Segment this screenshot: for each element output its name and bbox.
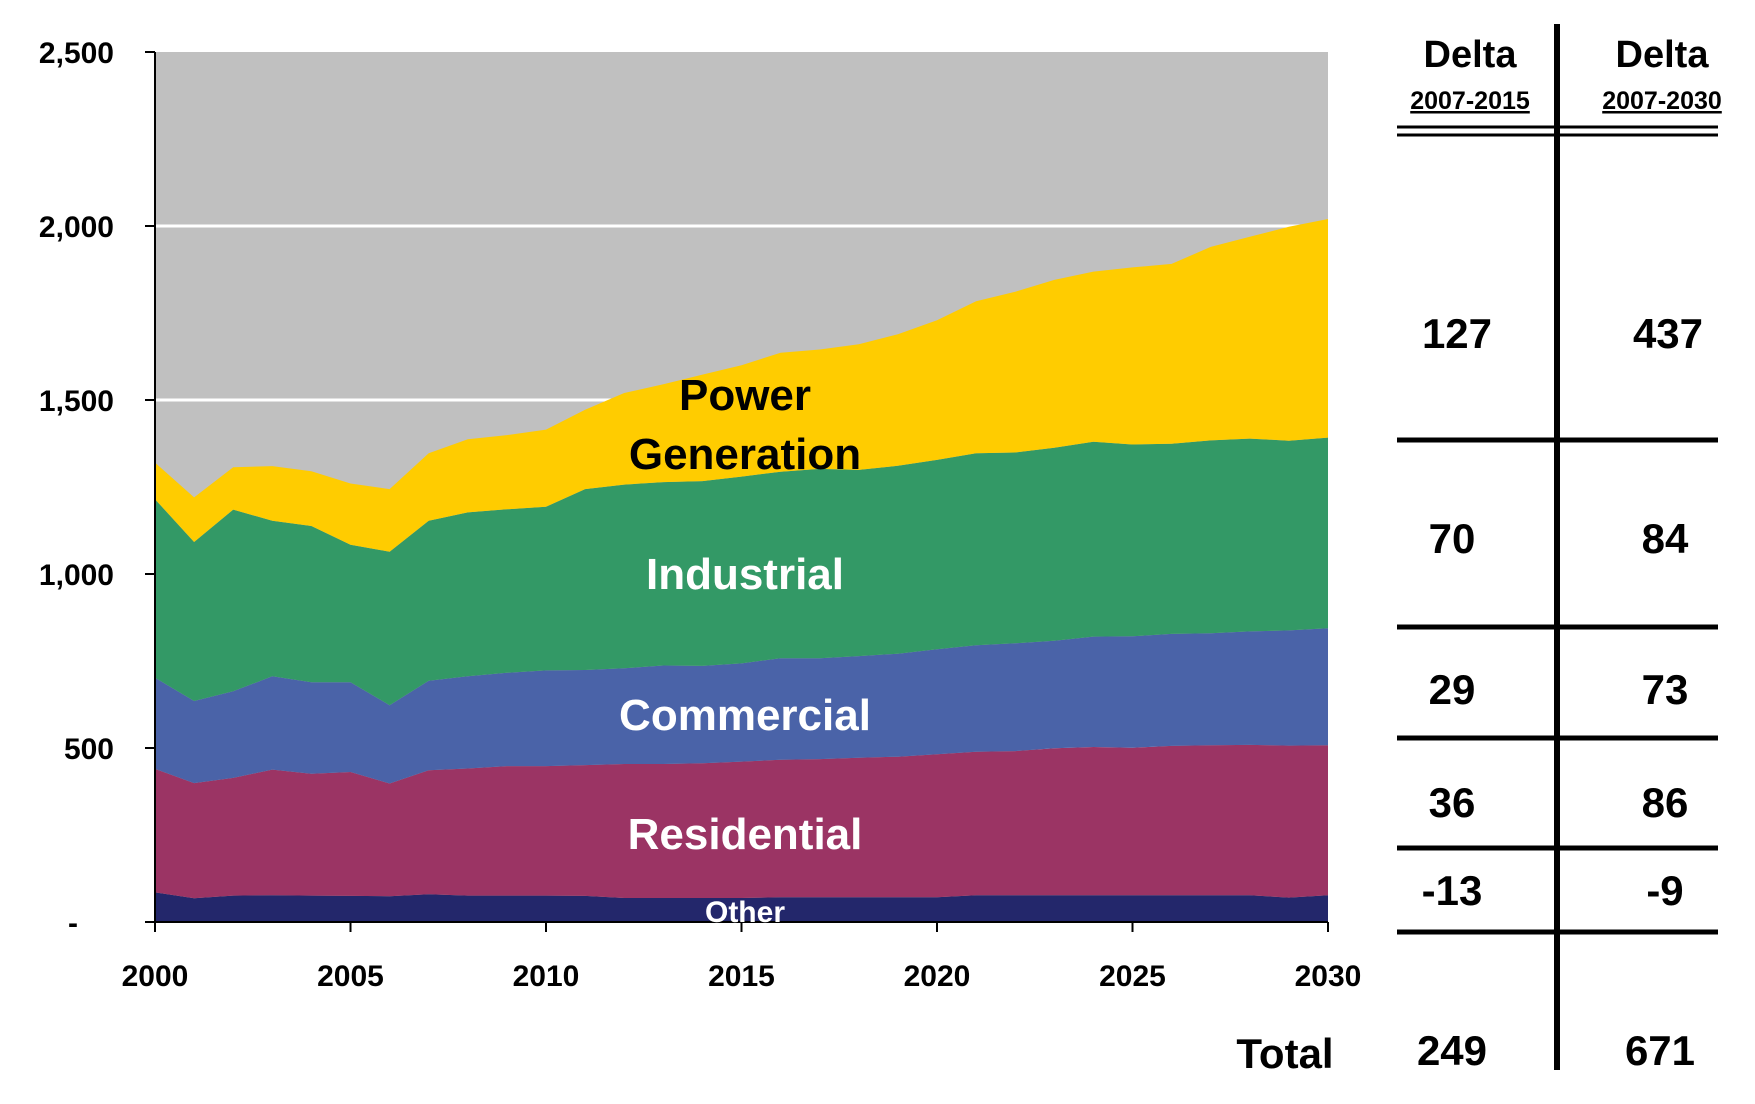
area-label-residential: Residential (628, 810, 863, 859)
delta-header-2-range: 2007-2030 (1602, 87, 1722, 115)
stacked-areas (155, 219, 1328, 922)
total-2015: 249 (1417, 1027, 1487, 1074)
delta-power-generation-2015: 127 (1422, 310, 1492, 357)
area-other (155, 892, 1328, 922)
area-residential (155, 744, 1328, 899)
y-tick-label: 1,500 (39, 385, 114, 418)
area-label-other: Other (705, 896, 785, 929)
x-tick-label: 2020 (904, 960, 971, 993)
delta-residential-2030: 86 (1642, 779, 1689, 826)
total-2030: 671 (1625, 1027, 1695, 1074)
y-tick-label: 1,000 (39, 559, 114, 592)
area-label-power-generation-line2: Generation (629, 430, 861, 479)
x-tick-label: 2010 (513, 960, 580, 993)
area-power-generation (155, 219, 1328, 552)
delta-header-2-title: Delta (1616, 34, 1710, 76)
delta-commercial-2030: 73 (1642, 666, 1689, 713)
y-tick-label: 500 (64, 733, 114, 766)
area-label-industrial: Industrial (646, 550, 844, 599)
x-tick-label: 2030 (1295, 960, 1362, 993)
y-axis-ticks: - 500 1,000 1,500 2,000 2,500 (39, 37, 155, 940)
area-commercial (155, 628, 1328, 784)
delta-table: Delta 2007-2015 Delta 2007-2030 127 437 … (1236, 24, 1722, 1077)
y-tick-label: 2,000 (39, 211, 114, 244)
delta-other-2015: -13 (1422, 867, 1483, 914)
delta-residential-2015: 36 (1429, 779, 1476, 826)
delta-commercial-2015: 29 (1429, 666, 1476, 713)
area-label-power-generation-line1: Power (679, 371, 811, 420)
area-industrial (155, 437, 1328, 706)
y-tick-label: 2,500 (39, 37, 114, 70)
x-tick-label: 2015 (708, 960, 775, 993)
delta-header-1-range: 2007-2015 (1410, 87, 1530, 115)
delta-other-2030: -9 (1646, 867, 1683, 914)
x-tick-label: 2005 (317, 960, 384, 993)
area-label-commercial: Commercial (619, 691, 871, 740)
x-tick-label: 2025 (1099, 960, 1166, 993)
x-axis-ticks: 2000 2005 2010 2015 2020 2025 2030 (122, 922, 1362, 993)
total-label: Total (1236, 1030, 1333, 1077)
delta-industrial-2015: 70 (1429, 515, 1476, 562)
delta-industrial-2030: 84 (1642, 515, 1689, 562)
delta-power-generation-2030: 437 (1633, 310, 1703, 357)
axes (145, 52, 1328, 923)
y-tick-label: - (68, 907, 78, 940)
delta-header-1-title: Delta (1424, 34, 1518, 76)
x-tick-label: 2000 (122, 960, 189, 993)
